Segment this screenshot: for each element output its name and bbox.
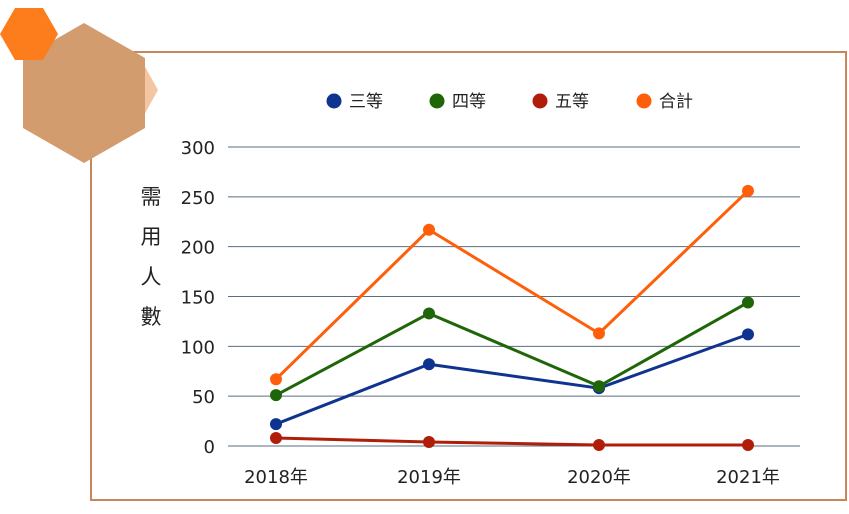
data-point: [593, 380, 605, 393]
data-point: [423, 223, 435, 236]
legend-label: 三等: [349, 92, 383, 112]
legend-marker: [429, 93, 445, 109]
series-line: [275, 332, 749, 426]
legend-marker: [532, 93, 548, 109]
orange-hexagon: [0, 8, 58, 60]
x-tick-label: 2019年: [397, 467, 461, 488]
y-axis-label-char: 人: [140, 265, 162, 289]
data-point: [742, 328, 754, 341]
chart-frame: [90, 51, 847, 501]
data-point: [270, 373, 282, 386]
x-tick-label: 2020年: [567, 467, 631, 488]
series-line: [275, 301, 749, 397]
series-group: [270, 432, 754, 452]
y-tick-label: 150: [181, 288, 215, 309]
data-point: [270, 432, 282, 445]
y-tick-label: 250: [181, 188, 215, 209]
y-tick-label: 300: [181, 138, 215, 159]
series-line: [274, 189, 750, 381]
data-point: [423, 436, 435, 449]
legend-label: 合計: [659, 92, 693, 112]
series-group: [270, 184, 754, 386]
y-axis-label-char: 用: [140, 225, 162, 249]
y-axis-label-char: 需: [140, 185, 162, 209]
y-tick-label: 0: [204, 437, 215, 458]
y-axis-label: 需 用 人 數: [136, 184, 166, 330]
gridlines: [228, 146, 800, 447]
legend-marker: [636, 93, 652, 109]
data-point: [423, 358, 435, 371]
x-tick-label: 2018年: [244, 467, 308, 488]
y-tick-label: 100: [181, 337, 215, 358]
legend-label: 五等: [555, 92, 589, 112]
x-tick-label: 2021年: [716, 467, 780, 488]
series-group: [270, 296, 754, 402]
legend-marker: [326, 93, 342, 109]
tan-hexagon: [23, 23, 145, 163]
series-group: [270, 328, 754, 431]
legend-label: 四等: [452, 92, 486, 112]
y-tick-label: 200: [181, 238, 215, 259]
series-line: [275, 436, 748, 447]
data-point: [742, 439, 754, 452]
y-axis-label-char: 數: [140, 305, 162, 329]
data-point: [593, 439, 605, 452]
y-tick-label: 50: [192, 387, 215, 408]
data-point: [423, 307, 435, 320]
data-point: [270, 418, 282, 431]
data-point: [742, 184, 754, 197]
data-point: [742, 296, 754, 309]
data-point: [270, 389, 282, 402]
data-point: [593, 327, 605, 340]
